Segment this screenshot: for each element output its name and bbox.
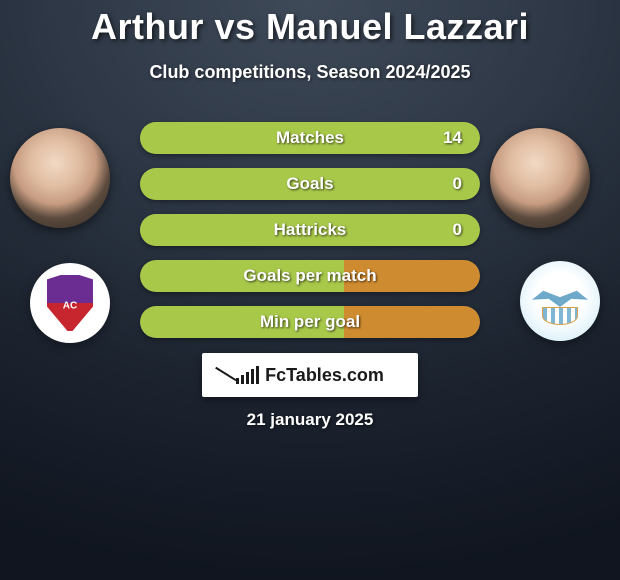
branding-badge: FcTables.com: [202, 353, 418, 397]
club-right-badge: [520, 261, 600, 341]
stat-label: Hattricks: [214, 220, 406, 240]
stat-row: Hattricks0: [140, 214, 480, 246]
stat-row: Goals per match: [140, 260, 480, 292]
stat-row: Matches14: [140, 122, 480, 154]
comparison-card: Arthur vs Manuel Lazzari Club competitio…: [0, 0, 620, 580]
snapshot-date: 21 january 2025: [0, 410, 620, 430]
lazio-eagle-icon: [532, 283, 588, 319]
stat-label: Goals: [214, 174, 406, 194]
stats-list: Matches14Goals0Hattricks0Goals per match…: [140, 122, 480, 352]
bar-chart-icon: [236, 366, 259, 384]
stat-row: Goals0: [140, 168, 480, 200]
stat-label: Min per goal: [214, 312, 406, 332]
page-title: Arthur vs Manuel Lazzari: [0, 0, 620, 48]
stat-label: Goals per match: [214, 266, 406, 286]
player-left-avatar: [10, 128, 110, 228]
stat-value-right: 0: [406, 174, 480, 194]
stat-row: Min per goal: [140, 306, 480, 338]
club-left-badge: [30, 263, 110, 343]
stat-value-right: 14: [406, 128, 480, 148]
page-subtitle: Club competitions, Season 2024/2025: [0, 62, 620, 83]
branding-label: FcTables.com: [265, 365, 384, 386]
fiorentina-crest-icon: [44, 272, 96, 334]
stat-label: Matches: [214, 128, 406, 148]
player-right-avatar: [490, 128, 590, 228]
stat-value-right: 0: [406, 220, 480, 240]
